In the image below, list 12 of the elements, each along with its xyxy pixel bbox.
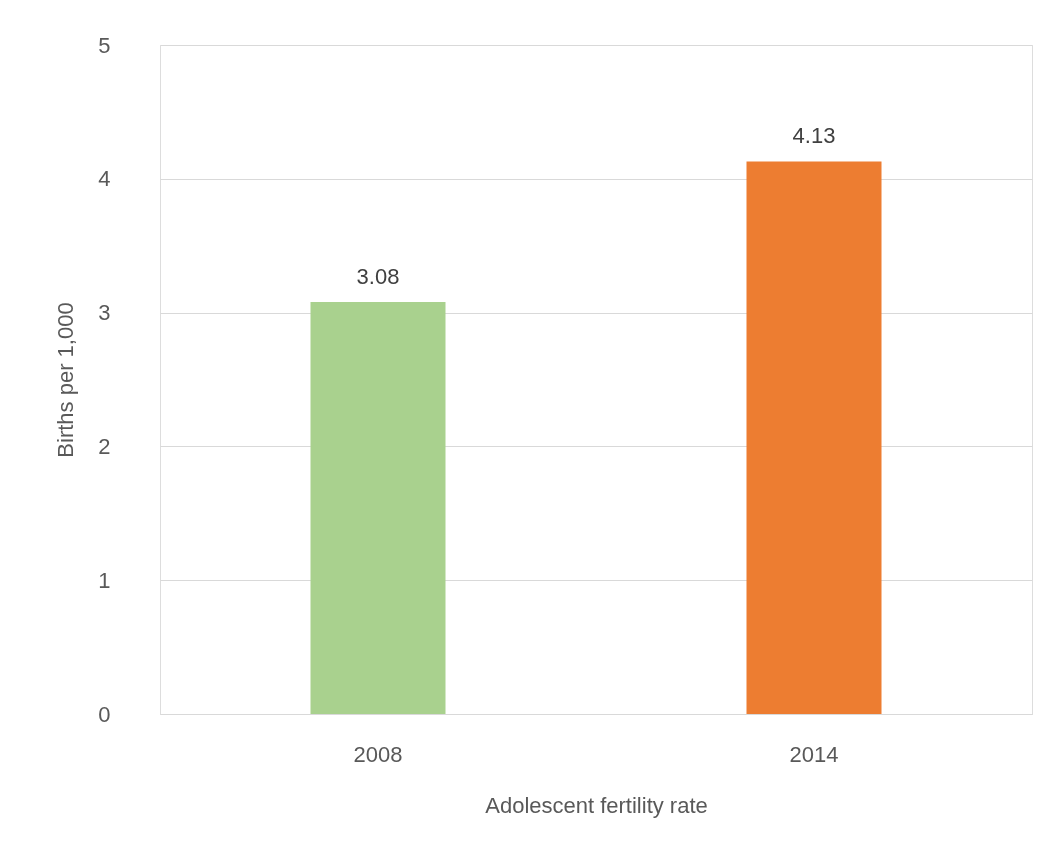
- y-axis-title: Births per 1,000: [53, 302, 79, 458]
- y-tick-label: 4: [98, 166, 111, 192]
- data-label: 3.08: [356, 263, 400, 289]
- y-tick-label: 3: [98, 300, 111, 326]
- x-tick-label: 2014: [789, 741, 839, 767]
- y-tick-label: 1: [98, 567, 111, 593]
- x-tick-label: 2008: [353, 741, 403, 767]
- y-tick-label: 0: [98, 701, 111, 727]
- data-label: 4.13: [792, 123, 836, 149]
- x-axis-title: Adolescent fertility rate: [485, 792, 708, 818]
- y-tick-label: 5: [98, 32, 111, 58]
- y-tick-label: 2: [98, 433, 111, 459]
